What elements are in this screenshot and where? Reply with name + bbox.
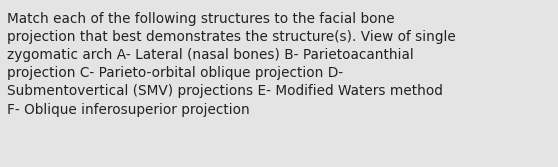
Text: Match each of the following structures to the facial bone
projection that best d: Match each of the following structures t… bbox=[7, 12, 456, 117]
